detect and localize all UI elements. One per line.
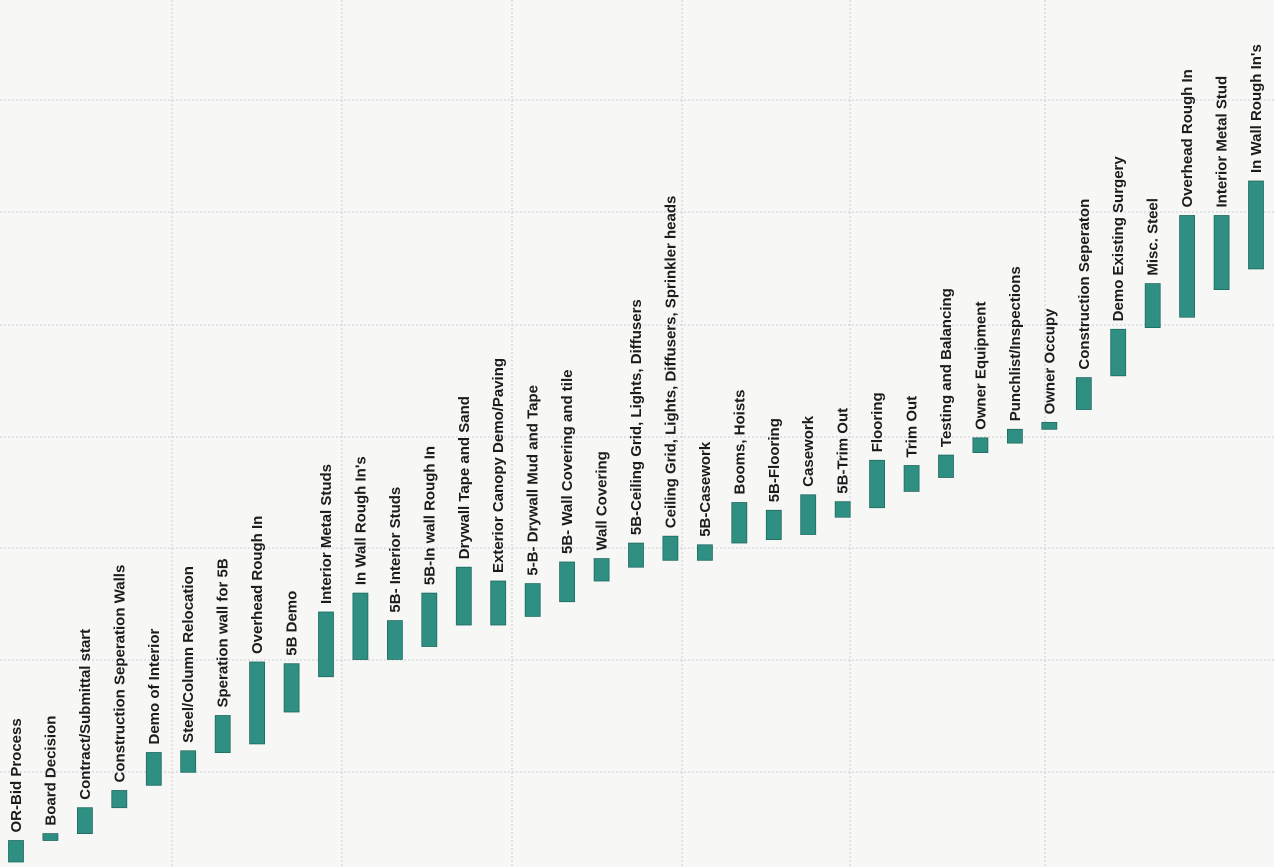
task-bar xyxy=(1213,215,1230,290)
task-bar xyxy=(524,583,541,617)
task-label: Trim Out xyxy=(904,396,921,458)
task-label: 5B- Interior Studs xyxy=(387,487,404,613)
task-label: Wall Covering xyxy=(594,451,611,550)
task-label: Construction Seperaton xyxy=(1076,199,1093,370)
task-label: 5B-Ceiling Grid, Lights, Diffusers xyxy=(628,299,645,535)
task-bar xyxy=(834,501,851,518)
task-label: Owner Occupy xyxy=(1041,308,1058,415)
task-bar xyxy=(8,840,24,863)
task-label: Contract/Submittal start xyxy=(77,629,94,800)
task-bar xyxy=(1041,421,1058,430)
task-bar xyxy=(1075,377,1092,410)
task-label: OR-Bid Process xyxy=(8,718,25,832)
task-bar xyxy=(490,580,507,626)
task-bar xyxy=(938,454,954,478)
task-label: Booms, Hoists xyxy=(731,389,748,494)
task-bar xyxy=(1007,428,1023,444)
task-label: In Wall Rough In's xyxy=(1248,44,1265,173)
task-label: Overhead Rough In xyxy=(249,516,266,654)
task-label: 5B-Flooring xyxy=(766,418,783,502)
task-bar xyxy=(352,592,369,660)
task-bars xyxy=(8,180,1264,863)
task-bar xyxy=(249,661,266,745)
task-label: Interior Metal Stud xyxy=(1214,76,1231,208)
task-label: Overhead Rough In xyxy=(1179,69,1196,207)
task-label: 5B-Trim Out xyxy=(835,408,852,494)
task-label: In Wall Rough In's xyxy=(352,456,369,585)
task-label: 5B Demo xyxy=(284,591,301,656)
task-bar xyxy=(765,509,782,540)
task-bar xyxy=(455,566,472,626)
task-label: Steel/Column Relocation xyxy=(180,566,197,743)
task-bar xyxy=(111,790,128,809)
task-label: Flooring xyxy=(869,392,886,452)
task-bar xyxy=(593,558,610,582)
task-bar xyxy=(145,752,162,786)
task-bar xyxy=(972,437,989,453)
task-labels: OR-Bid Process Board Decision Contract/Sub… xyxy=(8,44,1265,832)
task-label: Casework xyxy=(800,415,817,487)
task-bar xyxy=(559,561,575,603)
task-label: Ceiling Grid, Lights, Diffusers, Sprinkl… xyxy=(662,196,679,529)
task-bar xyxy=(800,494,817,535)
task-bar xyxy=(662,535,679,561)
task-bar xyxy=(42,833,59,841)
task-label: 5B-Casework xyxy=(697,441,714,537)
task-label: 5B- Wall Covering and tile xyxy=(559,370,576,554)
task-label: Interior Metal Studs xyxy=(318,464,335,604)
task-label: 5B-In wall Rough In xyxy=(421,446,438,585)
task-bar xyxy=(1110,328,1127,377)
task-label: Speration wall for 5B xyxy=(215,558,232,707)
task-label: Demo Existing Surgery xyxy=(1110,156,1127,322)
task-bar xyxy=(421,592,438,647)
task-label: Testing and Balancing xyxy=(938,288,955,447)
task-bar xyxy=(869,459,885,509)
task-label: Punchlist/Inspections xyxy=(1007,266,1024,421)
task-bar xyxy=(731,502,748,544)
task-label: Demo of Interior xyxy=(146,628,163,744)
task-label: Exterior Canopy Demo/Paving xyxy=(490,358,507,573)
task-bar xyxy=(1144,283,1161,329)
task-label: Construction Seperation Walls xyxy=(111,565,128,783)
task-bar xyxy=(697,544,713,561)
task-bar xyxy=(77,807,93,835)
task-bar xyxy=(1248,180,1264,270)
task-bar xyxy=(903,465,920,492)
task-bar xyxy=(180,750,197,773)
task-label: Board Decision xyxy=(42,716,59,826)
task-label: Drywall Tape and Sand xyxy=(456,396,473,559)
task-label: Misc. Steel xyxy=(1145,198,1162,276)
task-bar xyxy=(318,611,334,678)
task-bar xyxy=(628,542,644,568)
task-bar xyxy=(214,715,231,753)
task-bar xyxy=(1179,215,1195,318)
task-bar xyxy=(283,663,300,713)
task-bar xyxy=(386,620,403,660)
task-label: Owner Equipment xyxy=(972,302,989,430)
task-label: 5-B- Drywall Mud and Tape xyxy=(525,385,542,576)
